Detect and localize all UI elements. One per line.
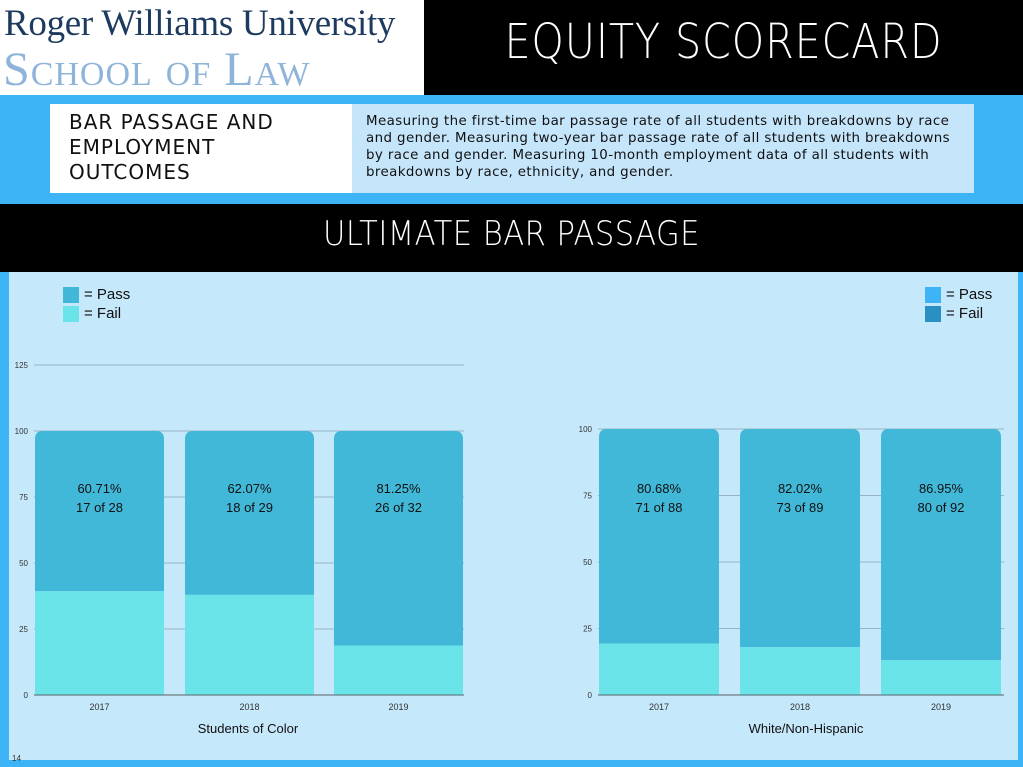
x-tick-label: 2019 (388, 702, 408, 712)
y-tick-label: 100 (15, 427, 29, 436)
y-tick-label: 100 (579, 425, 593, 434)
bar-pass (35, 431, 164, 592)
y-tick-label: 0 (24, 691, 29, 700)
x-tick-label: 2018 (239, 702, 259, 712)
y-tick-label: 50 (19, 559, 28, 568)
legend-right: = Pass = Fail (925, 285, 992, 323)
legend-item-pass: = Pass (63, 285, 130, 304)
legend-left: = Pass = Fail (63, 285, 130, 323)
x-axis-title: White/Non-Hispanic (749, 721, 864, 736)
legend-swatch-fail (63, 305, 79, 322)
legend-label-fail: = Fail (84, 305, 122, 322)
y-tick-label: 50 (583, 558, 592, 567)
x-tick-label: 2017 (89, 702, 109, 712)
legend-label-fail: = Fail (946, 305, 984, 322)
legend-item-pass: = Pass (925, 285, 992, 304)
info-heading: BAR PASSAGE AND EMPLOYMENT OUTCOMES (69, 110, 274, 184)
section-bar: ULTIMATE BAR PASSAGE (0, 204, 1023, 272)
bar-fail (334, 645, 463, 695)
bar-pass (881, 429, 1001, 661)
legend-swatch-pass (63, 286, 79, 303)
bar-fail (599, 643, 719, 695)
x-tick-label: 2019 (931, 702, 951, 712)
bar-fail (881, 660, 1001, 695)
data-label-percent: 81.25% (376, 481, 421, 496)
legend-swatch-pass (925, 286, 941, 303)
page-number: 14 (12, 754, 21, 763)
data-label-count: 73 of 89 (777, 500, 824, 515)
legend-swatch-fail (925, 305, 941, 322)
data-label-count: 71 of 88 (636, 500, 683, 515)
logo-line-1: Roger Williams University (4, 3, 396, 44)
logo-line-2: School of Law (3, 43, 311, 96)
data-label-percent: 86.95% (919, 481, 964, 496)
legend-item-fail: = Fail (63, 304, 130, 323)
legend-label-pass: = Pass (84, 286, 131, 303)
y-tick-label: 75 (19, 493, 28, 502)
section-title: ULTIMATE BAR PASSAGE (323, 214, 700, 254)
data-label-count: 17 of 28 (76, 500, 123, 515)
bar-fail (35, 591, 164, 695)
data-label-percent: 62.07% (227, 481, 272, 496)
info-box: BAR PASSAGE AND EMPLOYMENT OUTCOMES Meas… (50, 104, 974, 193)
data-label-count: 80 of 92 (918, 500, 965, 515)
bar-pass (740, 429, 860, 648)
data-label-count: 18 of 29 (226, 500, 273, 515)
data-label-percent: 80.68% (637, 481, 682, 496)
y-tick-label: 75 (583, 492, 592, 501)
data-label-percent: 60.71% (77, 481, 122, 496)
chart-panel: 0 25 50 75 100 125 60.71% 17 of 28 2017 62.07% 18 … (9, 272, 1018, 760)
data-label-percent: 82.02% (778, 481, 823, 496)
bar-pass (185, 431, 314, 595)
page-title: EQUITY SCORECARD (504, 14, 943, 70)
y-tick-label: 25 (583, 625, 592, 634)
university-logo: Roger Williams University School of Law (0, 0, 424, 96)
title-bar: EQUITY SCORECARD (424, 0, 1023, 95)
x-tick-label: 2018 (790, 702, 810, 712)
bar-fail (185, 594, 314, 695)
bar-pass (334, 431, 463, 646)
legend-label-pass: = Pass (946, 286, 993, 303)
y-tick-label: 0 (588, 691, 593, 700)
x-tick-label: 2017 (649, 702, 669, 712)
legend-item-fail: = Fail (925, 304, 992, 323)
bar-fail (740, 647, 860, 695)
info-heading-panel: BAR PASSAGE AND EMPLOYMENT OUTCOMES (50, 104, 352, 193)
bar-charts-svg: 0 25 50 75 100 125 60.71% 17 of 28 2017 62.07% 18 … (15, 361, 1004, 736)
data-label-count: 26 of 32 (375, 500, 422, 515)
info-description: Measuring the first-time bar passage rat… (366, 114, 951, 180)
y-tick-label: 125 (15, 361, 29, 370)
y-tick-label: 25 (19, 625, 28, 634)
bar-pass (599, 429, 719, 644)
x-axis-title: Students of Color (198, 721, 299, 736)
